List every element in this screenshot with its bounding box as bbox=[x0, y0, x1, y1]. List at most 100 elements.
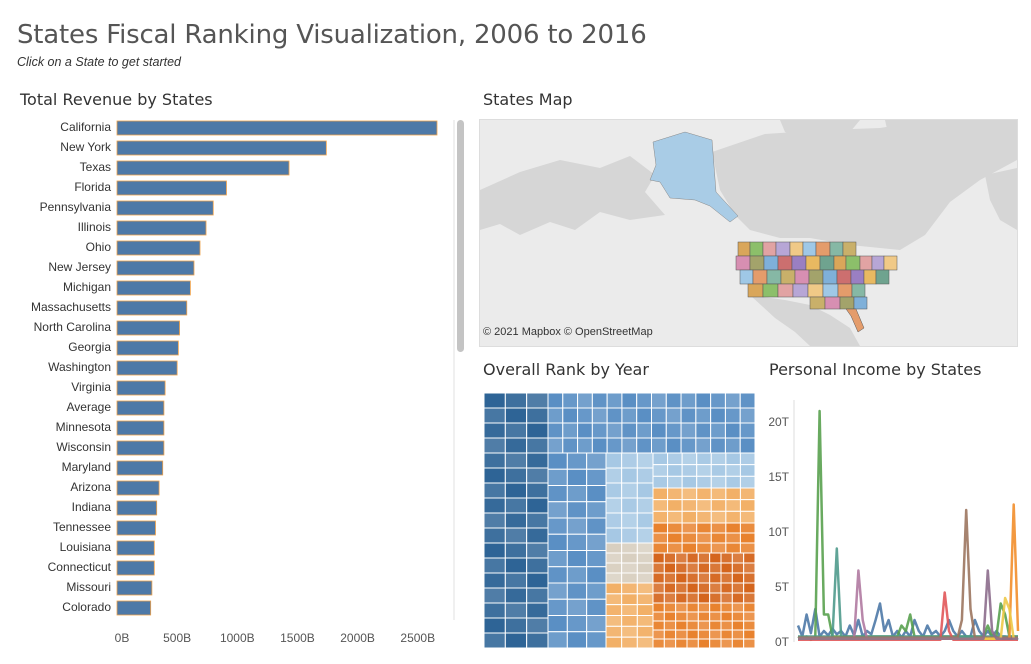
treemap-cell[interactable] bbox=[697, 582, 711, 594]
treemap-cell[interactable] bbox=[504, 617, 528, 634]
treemap-cell[interactable] bbox=[636, 625, 654, 638]
treemap-cell[interactable] bbox=[586, 533, 607, 551]
treemap-cell[interactable] bbox=[681, 464, 698, 477]
treemap-cell[interactable] bbox=[621, 542, 638, 554]
treemap-cell[interactable] bbox=[636, 467, 654, 484]
treemap-cell[interactable] bbox=[526, 587, 549, 604]
bar[interactable] bbox=[116, 540, 155, 556]
states-map[interactable] bbox=[479, 119, 1018, 347]
treemap-cell[interactable] bbox=[586, 550, 607, 568]
state-shape[interactable] bbox=[763, 255, 779, 271]
treemap-cell[interactable] bbox=[562, 407, 579, 424]
treemap-cell[interactable] bbox=[663, 592, 677, 604]
treemap-cell[interactable] bbox=[696, 542, 712, 554]
treemap-cell[interactable] bbox=[663, 611, 677, 622]
treemap-cell[interactable] bbox=[484, 542, 506, 559]
treemap-cell[interactable] bbox=[651, 437, 667, 454]
bar[interactable] bbox=[116, 160, 290, 176]
treemap-cell[interactable] bbox=[504, 497, 528, 514]
bar[interactable] bbox=[116, 380, 166, 396]
treemap-cell[interactable] bbox=[621, 527, 638, 544]
treemap-cell[interactable] bbox=[731, 611, 745, 622]
treemap-cell[interactable] bbox=[731, 552, 745, 564]
treemap-cell[interactable] bbox=[484, 407, 506, 424]
treemap-cell[interactable] bbox=[586, 452, 607, 470]
treemap-cell[interactable] bbox=[547, 437, 564, 454]
treemap-cell[interactable] bbox=[621, 467, 638, 484]
treemap-cell[interactable] bbox=[739, 437, 755, 454]
treemap-cell[interactable] bbox=[663, 582, 677, 594]
treemap-cell[interactable] bbox=[636, 482, 654, 499]
treemap-cell[interactable] bbox=[681, 499, 698, 512]
treemap-cell[interactable] bbox=[739, 464, 755, 477]
treemap-cell[interactable] bbox=[547, 407, 564, 424]
treemap-cell[interactable] bbox=[696, 464, 712, 477]
state-shape[interactable] bbox=[824, 296, 841, 310]
treemap-cell[interactable] bbox=[586, 566, 607, 584]
treemap-cell[interactable] bbox=[504, 602, 528, 619]
treemap-cell[interactable] bbox=[577, 437, 593, 454]
treemap-cell[interactable] bbox=[526, 467, 549, 484]
treemap-cell[interactable] bbox=[731, 592, 745, 604]
treemap-cell[interactable] bbox=[663, 629, 677, 640]
treemap-cell[interactable] bbox=[652, 611, 665, 622]
treemap-cell[interactable] bbox=[739, 532, 755, 544]
treemap-cell[interactable] bbox=[739, 487, 755, 501]
treemap-cell[interactable] bbox=[605, 542, 623, 554]
treemap-cell[interactable] bbox=[709, 629, 722, 640]
treemap-cell[interactable] bbox=[724, 393, 741, 409]
bar[interactable] bbox=[116, 260, 195, 276]
state-shape[interactable] bbox=[762, 283, 779, 298]
treemap-cell[interactable] bbox=[547, 582, 568, 600]
treemap-cell[interactable] bbox=[695, 437, 712, 454]
treemap-cell[interactable] bbox=[663, 602, 677, 613]
treemap-cell[interactable] bbox=[547, 550, 568, 568]
treemap-cell[interactable] bbox=[675, 629, 688, 640]
treemap-cell[interactable] bbox=[605, 582, 623, 595]
treemap-cell[interactable] bbox=[504, 452, 528, 469]
state-shape[interactable] bbox=[789, 241, 804, 257]
bar[interactable] bbox=[116, 220, 207, 236]
treemap-cell[interactable] bbox=[621, 615, 638, 627]
treemap-cell[interactable] bbox=[605, 572, 623, 584]
treemap-cell[interactable] bbox=[484, 557, 506, 574]
state-shape[interactable] bbox=[851, 283, 866, 298]
treemap-cell[interactable] bbox=[710, 487, 727, 501]
treemap-cell[interactable] bbox=[484, 497, 506, 514]
treemap-cell[interactable] bbox=[606, 437, 623, 454]
treemap-cell[interactable] bbox=[606, 407, 623, 424]
state-shape[interactable] bbox=[749, 241, 764, 257]
state-shape[interactable] bbox=[777, 283, 794, 298]
treemap-cell[interactable] bbox=[526, 557, 549, 574]
treemap-cell[interactable] bbox=[591, 437, 608, 454]
treemap-cell[interactable] bbox=[709, 638, 722, 648]
state-shape[interactable] bbox=[853, 296, 868, 310]
treemap-cell[interactable] bbox=[504, 437, 528, 454]
treemap-cell[interactable] bbox=[680, 422, 697, 439]
treemap-cell[interactable] bbox=[696, 452, 712, 466]
treemap-cell[interactable] bbox=[547, 566, 568, 584]
treemap-cell[interactable] bbox=[652, 572, 665, 584]
treemap-cell[interactable] bbox=[605, 625, 623, 638]
bar[interactable] bbox=[116, 580, 153, 596]
treemap-cell[interactable] bbox=[504, 557, 528, 574]
treemap-cell[interactable] bbox=[739, 452, 755, 466]
treemap-cell[interactable] bbox=[547, 598, 568, 616]
bar[interactable] bbox=[116, 240, 201, 256]
treemap-cell[interactable] bbox=[484, 437, 506, 454]
treemap-cell[interactable] bbox=[504, 407, 528, 424]
treemap-cell[interactable] bbox=[731, 638, 745, 648]
alaska-shape[interactable] bbox=[649, 131, 739, 223]
treemap-cell[interactable] bbox=[606, 422, 623, 439]
treemap-cell[interactable] bbox=[725, 464, 741, 477]
treemap-cell[interactable] bbox=[686, 592, 699, 604]
treemap-cell[interactable] bbox=[667, 542, 683, 554]
treemap-cell[interactable] bbox=[606, 393, 623, 409]
treemap-cell[interactable] bbox=[725, 522, 741, 534]
treemap-cell[interactable] bbox=[743, 638, 755, 648]
treemap-cell[interactable] bbox=[621, 572, 638, 584]
state-shape[interactable] bbox=[762, 241, 777, 257]
treemap-cell[interactable] bbox=[696, 510, 712, 524]
treemap-cell[interactable] bbox=[562, 437, 579, 454]
treemap-cell[interactable] bbox=[605, 615, 623, 627]
